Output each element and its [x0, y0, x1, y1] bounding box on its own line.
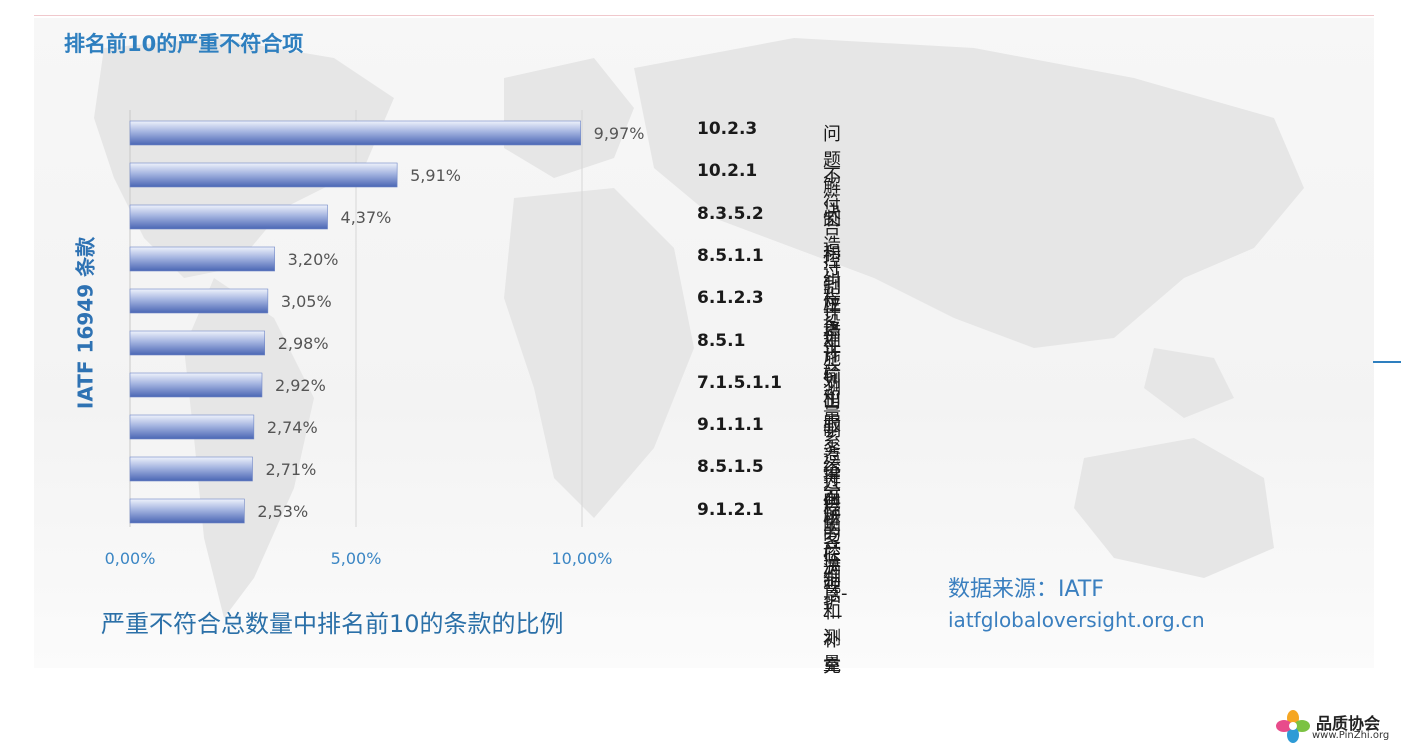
- clause-name: 应急计划: [823, 293, 841, 393]
- logo-name: 品质协会: [1316, 714, 1381, 733]
- logo: 品质协会 www.PinZhi.org: [1276, 707, 1396, 745]
- x-tick-label: 10,00%: [551, 549, 612, 568]
- clause-name: 控制计划: [823, 250, 841, 350]
- clause-name: 制造过程的监视和测量: [823, 420, 841, 676]
- source-label: 数据来源：IATF: [948, 577, 1104, 602]
- top-divider: [34, 15, 1374, 16]
- logo-url: www.PinZhi.org: [1312, 730, 1390, 741]
- side-marker: [1373, 361, 1401, 363]
- bar-value-label: 2,74%: [267, 418, 318, 437]
- bar: [129, 330, 265, 356]
- bar: [129, 414, 255, 440]
- bar-value-label: 3,20%: [288, 250, 339, 269]
- clause-id: 8.5.1.1: [697, 245, 764, 266]
- clause-name: 问题解决: [823, 124, 841, 223]
- clause-name: 不符合和纠正措施: [823, 166, 841, 370]
- clause-name: 制造过程设计输出: [823, 208, 841, 412]
- page-title: 排名前10的严重不符合项: [64, 32, 304, 56]
- clause-name: 生产和服务提供的控制: [823, 335, 841, 591]
- bar-value-label: 3,05%: [281, 292, 332, 311]
- bar-chart: 9,97% 5,91% 4,37% 3,20% 3,05% 2,98% 2,92% 2,74%…: [105, 110, 645, 568]
- bar-value-label: 4,37%: [341, 208, 392, 227]
- bar-value-label: 9,97%: [594, 124, 645, 143]
- bar: [129, 498, 245, 524]
- clause-id: 9.1.2.1: [697, 499, 764, 520]
- clause-id: 7.1.5.1.1: [697, 372, 782, 393]
- chart-panel: [34, 18, 1374, 668]
- bar: [129, 204, 328, 230]
- clause-name: 测量系统分析: [823, 377, 841, 529]
- chart-caption: 严重不符合总数量中排名前10的条款的比例: [101, 610, 564, 638]
- bar: [129, 246, 275, 272]
- bar-value-label: 2,98%: [278, 334, 329, 353]
- clause-name: 顾客满意----补充: [823, 504, 848, 677]
- x-tick-label: 0,00%: [105, 549, 156, 568]
- clause-id: 8.5.1.5: [697, 457, 764, 478]
- bar-value-label: 5,91%: [410, 166, 461, 185]
- bar: [129, 372, 263, 398]
- clause-id: 10.2.3: [697, 119, 758, 139]
- flower-petals-icon: [1276, 710, 1310, 743]
- clause-id: 10.2.1: [697, 161, 758, 182]
- clause-id: 8.5.1: [697, 330, 746, 351]
- x-tick-label: 5,00%: [331, 549, 382, 568]
- bar: [129, 288, 269, 314]
- clause-id: 9.1.1.1: [697, 415, 764, 436]
- clause-name: 全面生产维护: [823, 462, 841, 614]
- source-url: iatfglobaloversight.org.cn: [948, 608, 1205, 632]
- y-axis-title: IATF 16949 条款: [73, 236, 98, 410]
- bar: [129, 456, 253, 482]
- bar-value-label: 2,71%: [265, 460, 316, 479]
- bar: [129, 162, 398, 188]
- bar: [129, 120, 581, 146]
- bar-value-label: 2,92%: [275, 376, 326, 395]
- bar-value-label: 2,53%: [257, 502, 308, 521]
- clause-id: 6.1.2.3: [697, 288, 764, 309]
- clause-id: 8.3.5.2: [697, 203, 764, 224]
